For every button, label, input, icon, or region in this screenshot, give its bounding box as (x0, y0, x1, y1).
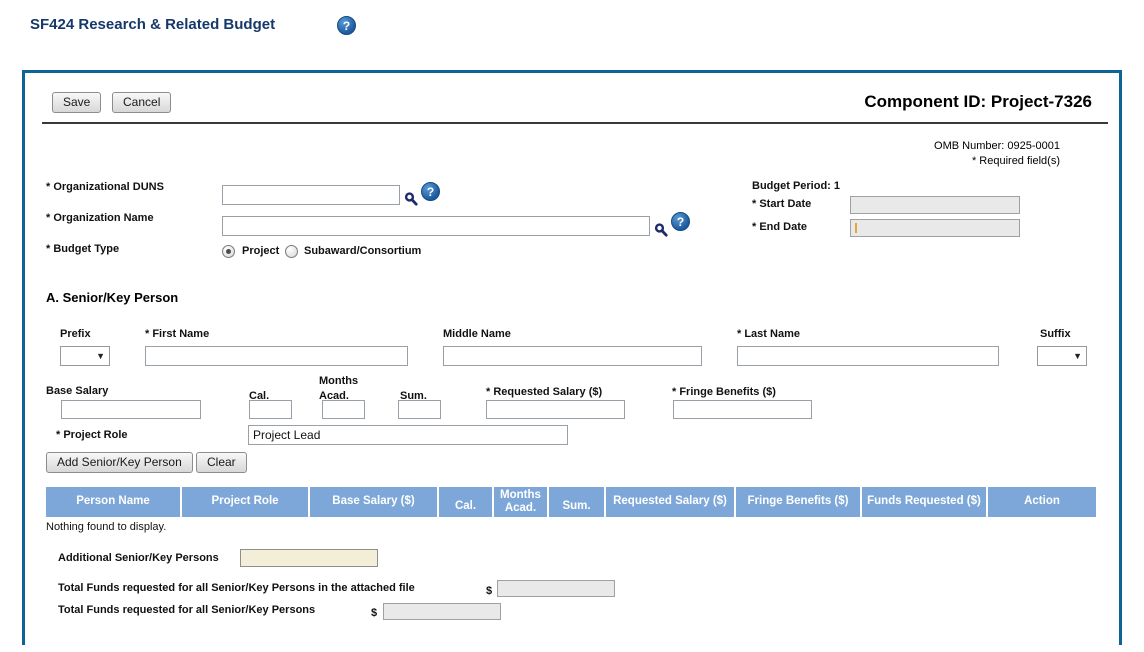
additional-persons-label: Additional Senior/Key Persons (58, 552, 219, 564)
add-senior-key-person-button[interactable]: Add Senior/Key Person (46, 452, 193, 473)
table-empty-message: Nothing found to display. (46, 521, 167, 533)
cancel-button[interactable]: Cancel (112, 92, 172, 113)
organization-name-label: * Organization Name (46, 212, 154, 224)
column-header-fringe-benefits: Fringe Benefits ($) (736, 487, 860, 517)
first-name-label: * First Name (145, 328, 210, 340)
org-name-lookup-icon[interactable] (654, 223, 668, 237)
column-header-action: Action (988, 487, 1096, 517)
sum-months-input[interactable] (398, 400, 441, 419)
total-funds-attached-file-input[interactable] (497, 580, 615, 597)
budget-type-subaward-radio[interactable] (285, 245, 298, 258)
duns-help-icon[interactable]: ? (421, 182, 440, 201)
omb-number: OMB Number: 0925-0001 (934, 140, 1060, 152)
help-icon[interactable]: ? (337, 16, 356, 35)
column-header-base-salary: Base Salary ($) (310, 487, 437, 517)
first-name-input[interactable] (145, 346, 408, 366)
budget-period-label: Budget Period: 1 (752, 180, 841, 192)
suffix-select[interactable]: ▼ (1037, 346, 1087, 366)
prefix-label: Prefix (60, 328, 91, 340)
middle-name-label: Middle Name (443, 328, 511, 340)
months-label: Months (319, 375, 359, 387)
total-funds-all-persons-label: Total Funds requested for all Senior/Key… (58, 604, 316, 616)
save-button[interactable]: Save (52, 92, 102, 113)
start-date-input[interactable] (850, 196, 1020, 214)
column-header-funds-requested: Funds Requested ($) (862, 487, 986, 517)
acad-label: Acad. (319, 390, 349, 402)
requested-salary-label: * Requested Salary ($) (486, 386, 603, 398)
fringe-benefits-label: * Fringe Benefits ($) (672, 386, 776, 398)
start-date-label: * Start Date (752, 198, 812, 210)
required-note: * Required field(s) (971, 155, 1060, 167)
budget-type-subaward-label: Subaward/Consortium (304, 245, 422, 257)
column-header-cal: Cal. (439, 487, 492, 517)
base-salary-input[interactable] (61, 400, 201, 419)
organization-name-input[interactable] (222, 216, 650, 236)
end-date-label: * End Date (752, 221, 808, 233)
last-name-input[interactable] (737, 346, 999, 366)
total-funds-all-persons-input[interactable] (383, 603, 501, 620)
cal-months-input[interactable] (249, 400, 292, 419)
total-funds-attached-file-label: Total Funds requested for all Senior/Key… (58, 582, 415, 594)
section-a-heading: A. Senior/Key Person (46, 290, 179, 305)
budget-type-project-label: Project (242, 245, 280, 257)
fringe-benefits-input[interactable] (673, 400, 812, 419)
additional-persons-input[interactable] (240, 549, 378, 567)
middle-name-input[interactable] (443, 346, 702, 366)
currency-symbol: $ (371, 607, 378, 619)
last-name-label: * Last Name (737, 328, 800, 340)
base-salary-label: Base Salary (46, 385, 109, 397)
omb-block: OMB Number: 0925-0001 * Required field(s… (934, 139, 1060, 169)
header-divider (42, 122, 1108, 124)
column-header-months-acad: Months Acad. (494, 487, 547, 517)
column-header-sum: Sum. (549, 487, 604, 517)
sum-label: Sum. (400, 390, 427, 402)
chevron-down-icon: ▼ (96, 351, 105, 361)
prefix-select[interactable]: ▼ (60, 346, 110, 366)
project-role-input[interactable] (248, 425, 568, 445)
org-name-help-icon[interactable]: ? (671, 212, 690, 231)
column-header-person-name: Person Name (46, 487, 180, 517)
page-title: SF424 Research & Related Budget (30, 16, 276, 33)
column-header-requested-salary: Requested Salary ($) (606, 487, 734, 517)
organizational-duns-label: * Organizational DUNS (46, 181, 164, 193)
currency-symbol: $ (486, 585, 493, 597)
clear-button[interactable]: Clear (196, 452, 247, 473)
acad-months-input[interactable] (322, 400, 365, 419)
budget-type-label: * Budget Type (46, 243, 120, 255)
duns-lookup-icon[interactable] (404, 192, 418, 206)
text-cursor (855, 223, 857, 233)
end-date-input[interactable] (850, 219, 1020, 237)
requested-salary-input[interactable] (486, 400, 625, 419)
organizational-duns-input[interactable] (222, 185, 400, 205)
chevron-down-icon: ▼ (1073, 351, 1082, 361)
budget-type-project-radio[interactable] (222, 245, 235, 258)
component-id-heading: Component ID: Project-7326 (864, 92, 1092, 111)
project-role-label: * Project Role (56, 429, 128, 441)
cal-label: Cal. (249, 390, 270, 402)
column-header-project-role: Project Role (182, 487, 308, 517)
senior-key-person-table-header: Person Name Project Role Base Salary ($)… (46, 487, 1096, 517)
suffix-label: Suffix (1040, 328, 1071, 340)
